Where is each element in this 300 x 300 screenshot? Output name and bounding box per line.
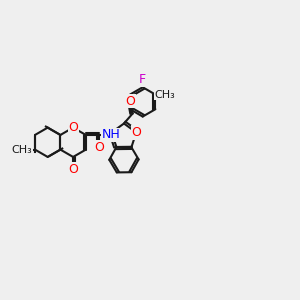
Text: NH: NH: [102, 128, 121, 141]
Text: O: O: [68, 163, 78, 176]
Text: O: O: [94, 141, 104, 154]
Text: O: O: [125, 94, 135, 108]
Text: CH₃: CH₃: [154, 90, 175, 100]
Text: CH₃: CH₃: [11, 145, 32, 154]
Text: F: F: [139, 74, 146, 86]
Text: O: O: [68, 121, 78, 134]
Text: O: O: [131, 126, 141, 139]
